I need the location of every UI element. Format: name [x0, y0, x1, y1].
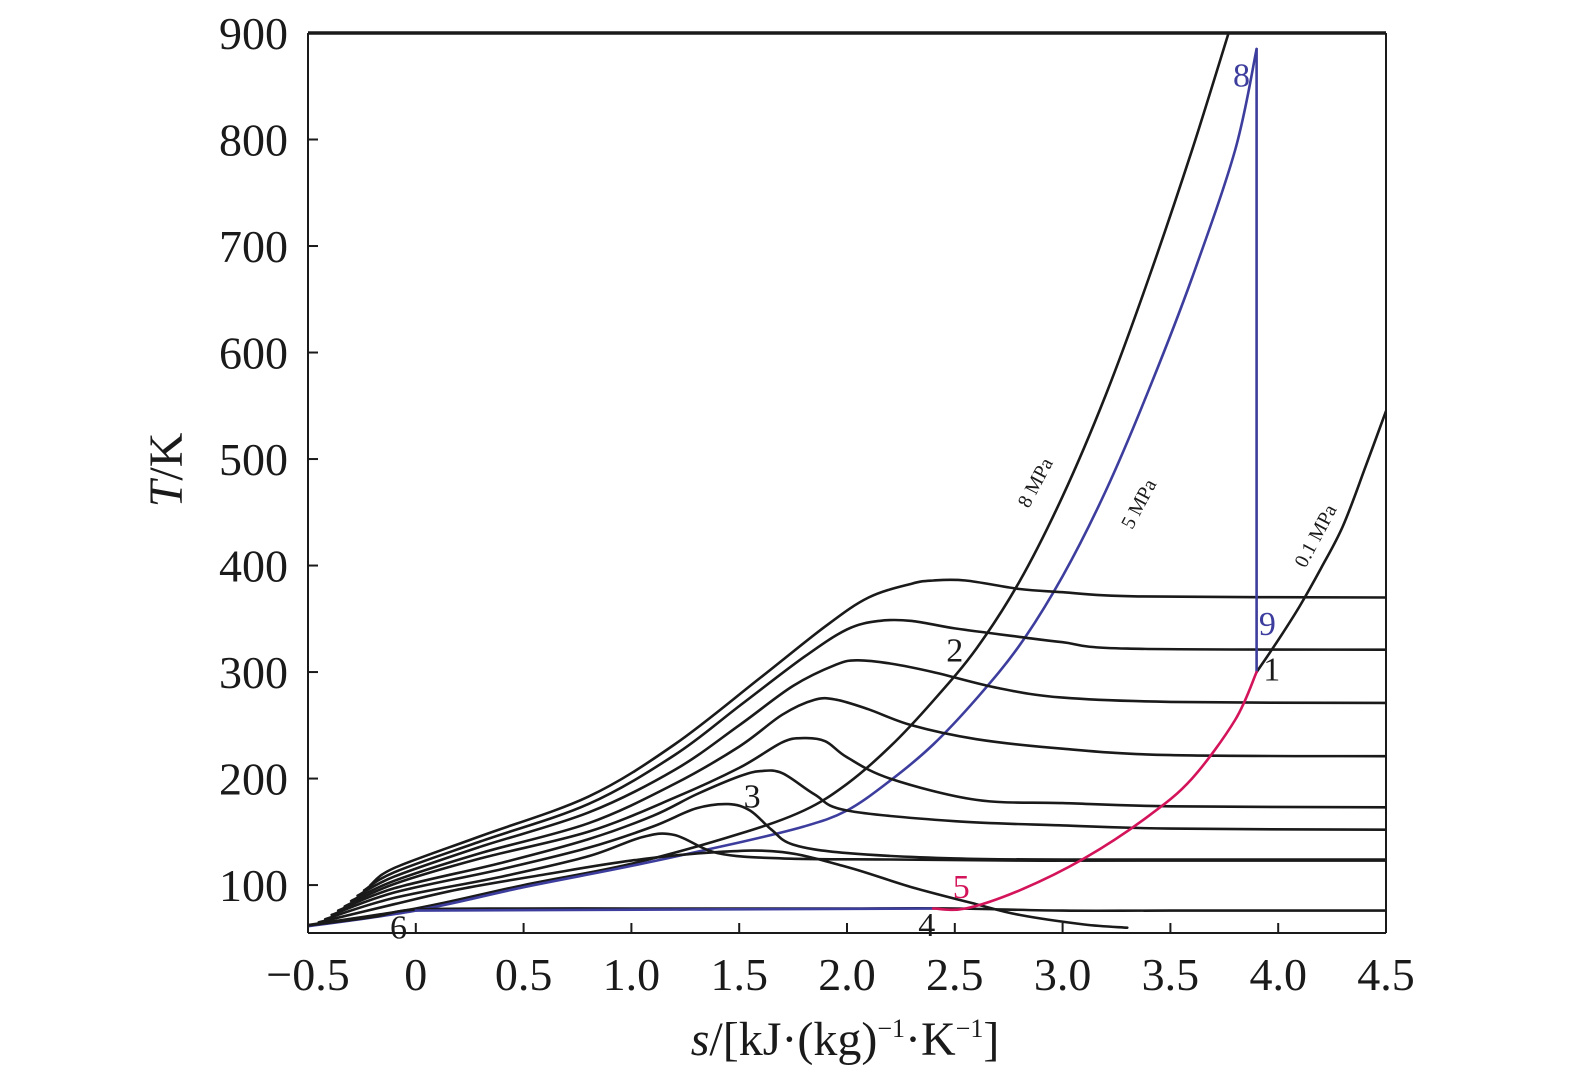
- series-line-5: [317, 849, 1129, 929]
- curve-label: 8 MPa: [1014, 454, 1058, 511]
- x-tick-label: −0.5: [266, 949, 349, 1000]
- y-tick-label: 500: [219, 434, 288, 485]
- series-line-10: [349, 696, 1386, 903]
- series-line-16: [931, 670, 1258, 912]
- x-axis: −0.5 0 0.5 1.0 1.5 2.0 2.5 3.0 3.5 4.0 4.5: [266, 923, 1415, 1000]
- series-line-11: [356, 658, 1386, 897]
- series-line-14: [414, 907, 935, 912]
- x-tick-label: 4.0: [1249, 949, 1307, 1000]
- x-tick-label: 2.0: [818, 949, 876, 1000]
- state-point-label: 3: [744, 778, 761, 815]
- curve-label: 0.1 MPa: [1290, 501, 1341, 571]
- state-point-label: 1: [1263, 652, 1280, 689]
- y-axis: 100 200 300 400 500 600 700 800 900: [219, 8, 318, 911]
- series-line-9: [343, 736, 1386, 908]
- x-tick-label: 0.5: [495, 949, 553, 1000]
- y-tick-label: 800: [219, 115, 288, 166]
- y-tick-label: 200: [219, 754, 288, 805]
- y-tick-label: 400: [219, 541, 288, 592]
- state-point-label: 8: [1233, 57, 1250, 94]
- y-axis-label: T/K: [140, 432, 193, 507]
- state-point-label: 4: [918, 907, 935, 944]
- series-line-13: [369, 578, 1386, 887]
- x-tick-label: 1.5: [710, 949, 768, 1000]
- x-axis-label: s/[kJ·(kg)−1·K−1]: [691, 1013, 1000, 1066]
- series-line-8: [336, 769, 1386, 912]
- state-point-label: 5: [953, 869, 970, 906]
- plot-frame: [307, 31, 1387, 934]
- x-tick-label: 0: [404, 949, 427, 1000]
- series-5-mpa-line: [308, 47, 1258, 928]
- x-tick-label: 3.5: [1142, 949, 1200, 1000]
- y-tick-label: 300: [219, 647, 288, 698]
- series-8-mpa-line: [308, 33, 1230, 927]
- series-0-1-mpa-line: [1255, 409, 1386, 674]
- y-tick-label: 900: [219, 8, 288, 59]
- x-tick-label: 1.0: [603, 949, 661, 1000]
- x-tick-label: 2.5: [926, 949, 984, 1000]
- series-layer: [308, 33, 1386, 929]
- y-tick-label: 100: [219, 860, 288, 911]
- curve-label: 5 MPa: [1117, 476, 1161, 533]
- series-line-7: [330, 802, 1386, 917]
- state-point-label: 6: [390, 909, 407, 946]
- y-tick-label: 600: [219, 328, 288, 379]
- state-point-label: 9: [1259, 606, 1276, 643]
- series-line-12: [362, 618, 1386, 892]
- x-tick-label: 4.5: [1357, 949, 1415, 1000]
- y-tick-label: 700: [219, 221, 288, 272]
- x-tick-label: 3.0: [1034, 949, 1092, 1000]
- state-point-label: 2: [946, 632, 963, 669]
